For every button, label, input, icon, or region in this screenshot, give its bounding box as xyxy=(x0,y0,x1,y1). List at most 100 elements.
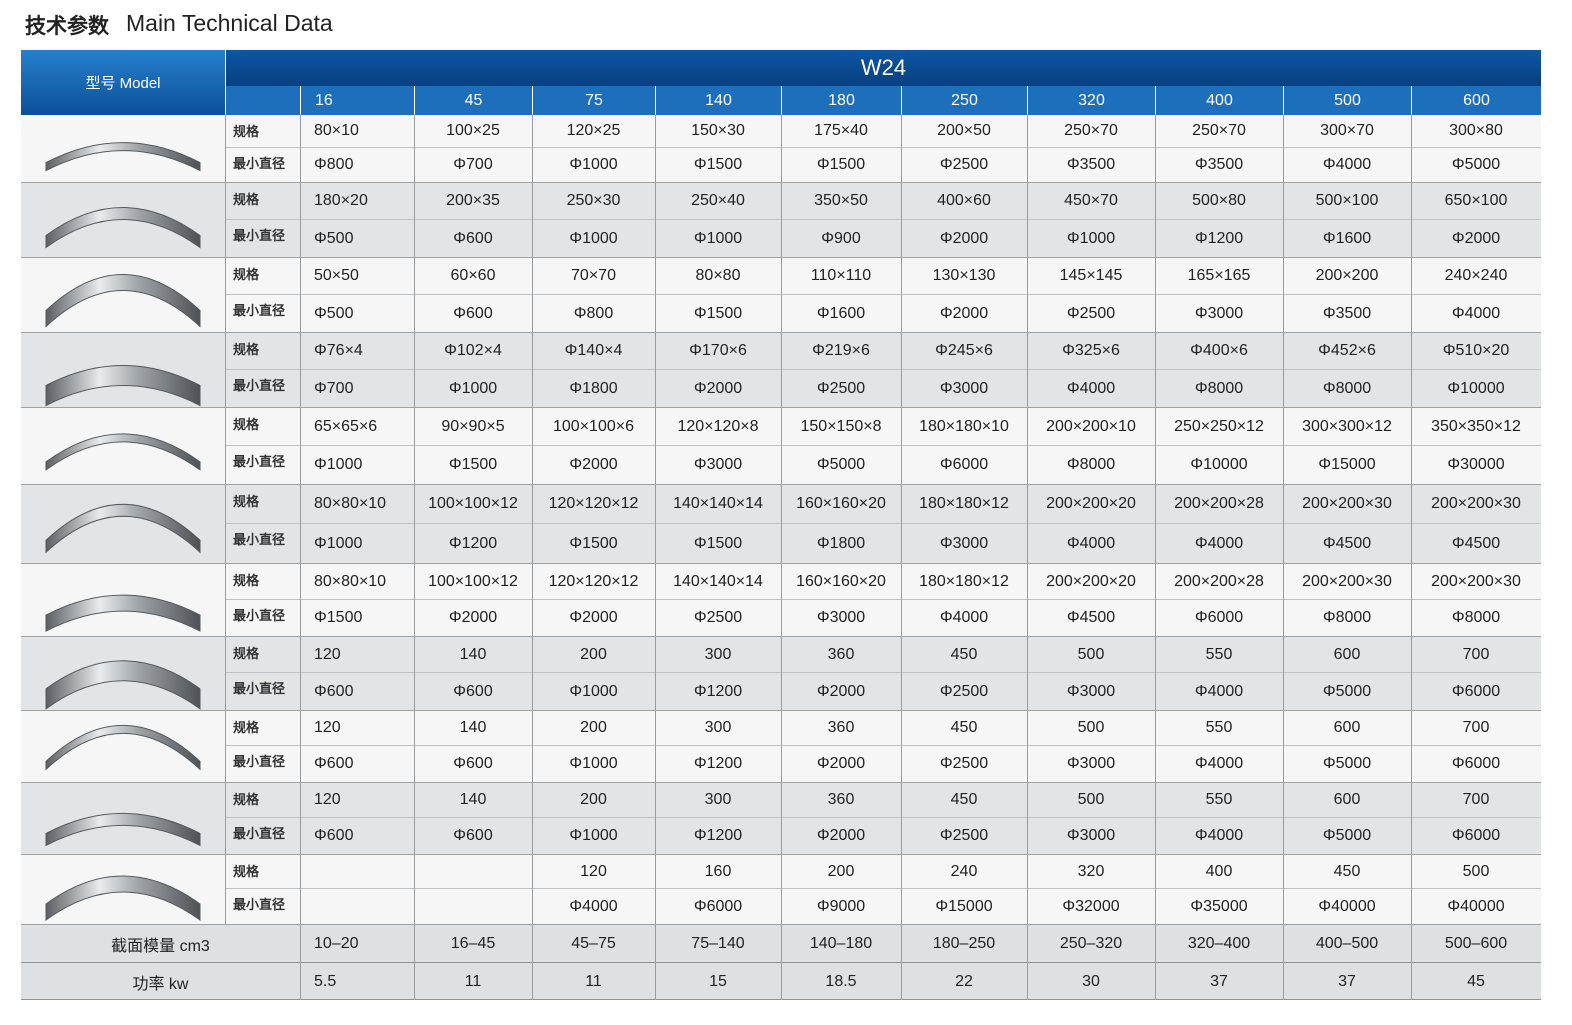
cell: 500×80 xyxy=(1192,192,1246,209)
column-divider xyxy=(781,783,782,855)
cell: Φ5000 xyxy=(1451,156,1501,173)
column-header: 180 xyxy=(781,86,901,115)
row-label: 最小直径 xyxy=(233,454,286,469)
column-divider xyxy=(781,711,782,783)
cell: Φ2000 xyxy=(939,229,989,247)
cell: Φ3500 xyxy=(1066,156,1116,173)
column-divider xyxy=(1027,925,1028,963)
footer-cell: 10–20 xyxy=(300,925,414,963)
cell: Φ1800 xyxy=(569,379,618,397)
column-divider xyxy=(300,855,301,925)
row-label: 规格 xyxy=(233,792,260,807)
cell: Φ600 xyxy=(314,827,354,844)
cell: 200 xyxy=(580,645,607,663)
column-divider xyxy=(414,855,415,925)
cell: Φ4500 xyxy=(1322,534,1372,552)
column-divider xyxy=(781,485,782,564)
column-divider xyxy=(901,183,902,258)
row-label: 规格 xyxy=(233,864,260,879)
column-divider xyxy=(1411,963,1412,1000)
cell: Φ5000 xyxy=(1322,682,1372,700)
row-divider xyxy=(226,888,1541,889)
cell: 250×30 xyxy=(566,192,621,209)
row-label: 最小直径 xyxy=(233,532,286,547)
profile-shape xyxy=(45,594,201,632)
footer-cell: 11 xyxy=(532,963,655,1000)
cell: 350×50 xyxy=(814,192,868,209)
footer-cell: 140–180 xyxy=(781,925,901,963)
cell: Φ6000 xyxy=(1194,609,1244,626)
footer-cell: 18.5 xyxy=(781,963,901,1000)
column-divider xyxy=(1027,333,1028,408)
cell: 200×50 xyxy=(937,122,991,139)
cell: 110×110 xyxy=(810,267,872,284)
column-divider xyxy=(655,637,656,711)
cell: Φ1200 xyxy=(448,534,498,552)
column-divider xyxy=(1283,115,1284,183)
row-label: 规格 xyxy=(233,342,260,357)
column-divider xyxy=(1283,855,1284,925)
column-divider xyxy=(532,183,533,258)
cell: 120×120×8 xyxy=(677,417,759,435)
cell: Φ1500 xyxy=(569,534,618,552)
cell: Φ6000 xyxy=(1451,755,1501,772)
cell: Φ700 xyxy=(453,156,493,173)
cell: 50×50 xyxy=(314,267,359,284)
cell: Φ600 xyxy=(314,755,354,772)
row-label: 规格 xyxy=(233,124,260,139)
cell: Φ900 xyxy=(821,229,861,247)
column-divider xyxy=(655,925,656,963)
column-divider xyxy=(414,408,415,485)
cell: Φ3000 xyxy=(1066,755,1116,772)
column-divider xyxy=(225,855,226,925)
column-divider xyxy=(1027,711,1028,783)
cell: Φ5000 xyxy=(1322,827,1372,844)
column-divider xyxy=(532,963,533,1000)
column-header: 320 xyxy=(1027,86,1155,115)
column-divider xyxy=(655,183,656,258)
column-divider xyxy=(1283,333,1284,408)
cell: Φ4000 xyxy=(1066,379,1116,397)
cell: 80×10 xyxy=(314,122,359,139)
cell: Φ800 xyxy=(573,304,614,322)
row-label: 最小直径 xyxy=(233,897,286,912)
footer-cell: 22 xyxy=(901,963,1027,1000)
column-divider xyxy=(414,258,415,333)
cell: 200 xyxy=(580,719,607,736)
cell: Φ5000 xyxy=(1322,755,1372,772)
column-divider xyxy=(414,115,415,183)
cell: 180×180×10 xyxy=(919,417,1009,435)
column-divider xyxy=(901,925,902,963)
cell: Φ1000 xyxy=(569,229,618,247)
column-divider xyxy=(1283,183,1284,258)
cell: Φ3500 xyxy=(1194,156,1244,173)
column-divider xyxy=(901,258,902,333)
column-divider xyxy=(414,637,415,711)
cell: 120×120×12 xyxy=(548,495,639,512)
cell: 140 xyxy=(459,645,487,663)
column-divider xyxy=(1411,564,1412,637)
cell: 165×165 xyxy=(1187,267,1251,284)
column-divider xyxy=(1283,258,1284,333)
footer-cell: 320–400 xyxy=(1155,925,1283,963)
cell: 700 xyxy=(1462,719,1490,736)
column-divider xyxy=(532,925,533,963)
footer-cell: 30 xyxy=(1027,963,1155,1000)
column-divider xyxy=(532,637,533,711)
column-divider xyxy=(225,333,226,408)
cell: 250×70 xyxy=(1192,122,1246,139)
row-label: 规格 xyxy=(233,573,260,588)
cell: Φ2000 xyxy=(448,609,498,626)
column-header: 500 xyxy=(1283,86,1411,115)
column-divider xyxy=(655,963,656,1000)
column-divider xyxy=(1411,333,1412,408)
cell: 140 xyxy=(459,719,487,736)
row-divider xyxy=(226,219,1541,220)
column-divider xyxy=(225,485,226,564)
cell: Φ35000 xyxy=(1190,897,1248,915)
column-divider xyxy=(1155,711,1156,783)
column-divider xyxy=(532,115,533,183)
row-divider xyxy=(226,672,1541,673)
series-header: W24 xyxy=(226,50,1541,86)
column-divider xyxy=(414,963,415,1000)
